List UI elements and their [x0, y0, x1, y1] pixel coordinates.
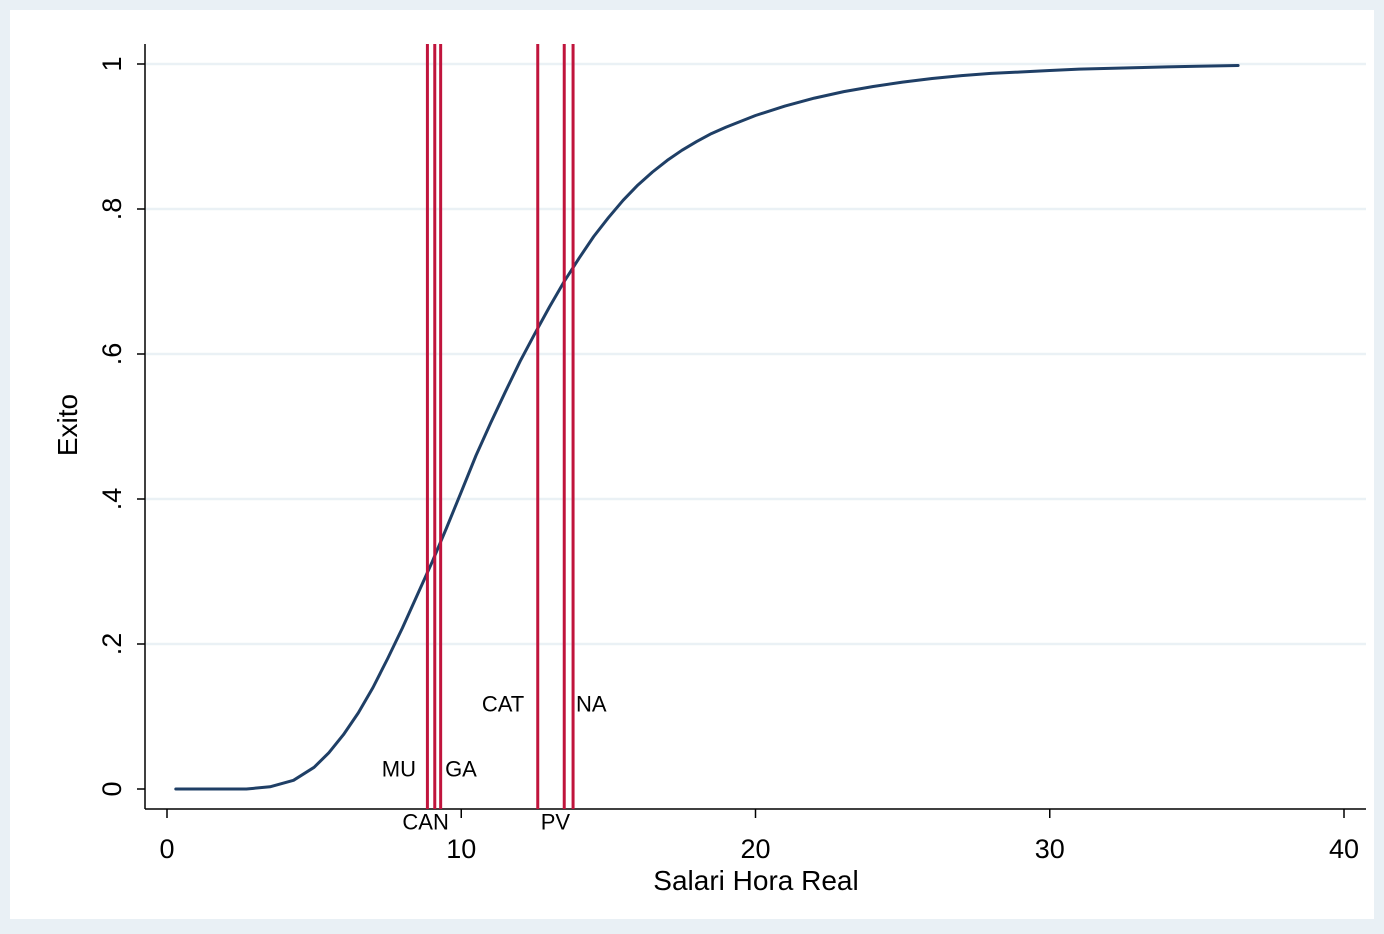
plot-region-background [10, 10, 1374, 919]
series-group [174, 64, 1240, 791]
x-tick-label: 40 [1329, 834, 1359, 864]
x-tick-label: 10 [446, 834, 476, 864]
annotation-label: CAN [402, 810, 448, 835]
x-axis-title: Salari Hora Real [653, 865, 858, 896]
x-axis-ticks: 0 10 20 30 40 [159, 809, 1359, 864]
x-tick-label: 20 [740, 834, 770, 864]
annotations: MU GA CAT NA CAN PV [382, 691, 607, 834]
y-axis-title: Exito [52, 394, 83, 456]
x-tick-label: 30 [1035, 834, 1065, 864]
y-axis-ticks: 0 .2 .4 .6 .8 1 [97, 56, 145, 797]
y-tick-label: 1 [97, 56, 127, 71]
annotation-label: MU [382, 757, 416, 782]
gridlines [146, 62, 1366, 646]
y-tick-label: .2 [97, 633, 127, 656]
y-tick-label: .4 [97, 488, 127, 511]
reference-lines [425, 44, 575, 809]
series-line [174, 64, 1240, 791]
annotation-label: GA [445, 757, 477, 782]
annotation-label: NA [576, 691, 607, 716]
y-tick-label: 0 [97, 781, 127, 796]
x-tick-label: 0 [159, 834, 174, 864]
annotation-label: PV [541, 810, 571, 835]
y-tick-label: .6 [97, 343, 127, 366]
annotation-label: CAT [482, 691, 524, 716]
y-tick-label: .8 [97, 198, 127, 221]
